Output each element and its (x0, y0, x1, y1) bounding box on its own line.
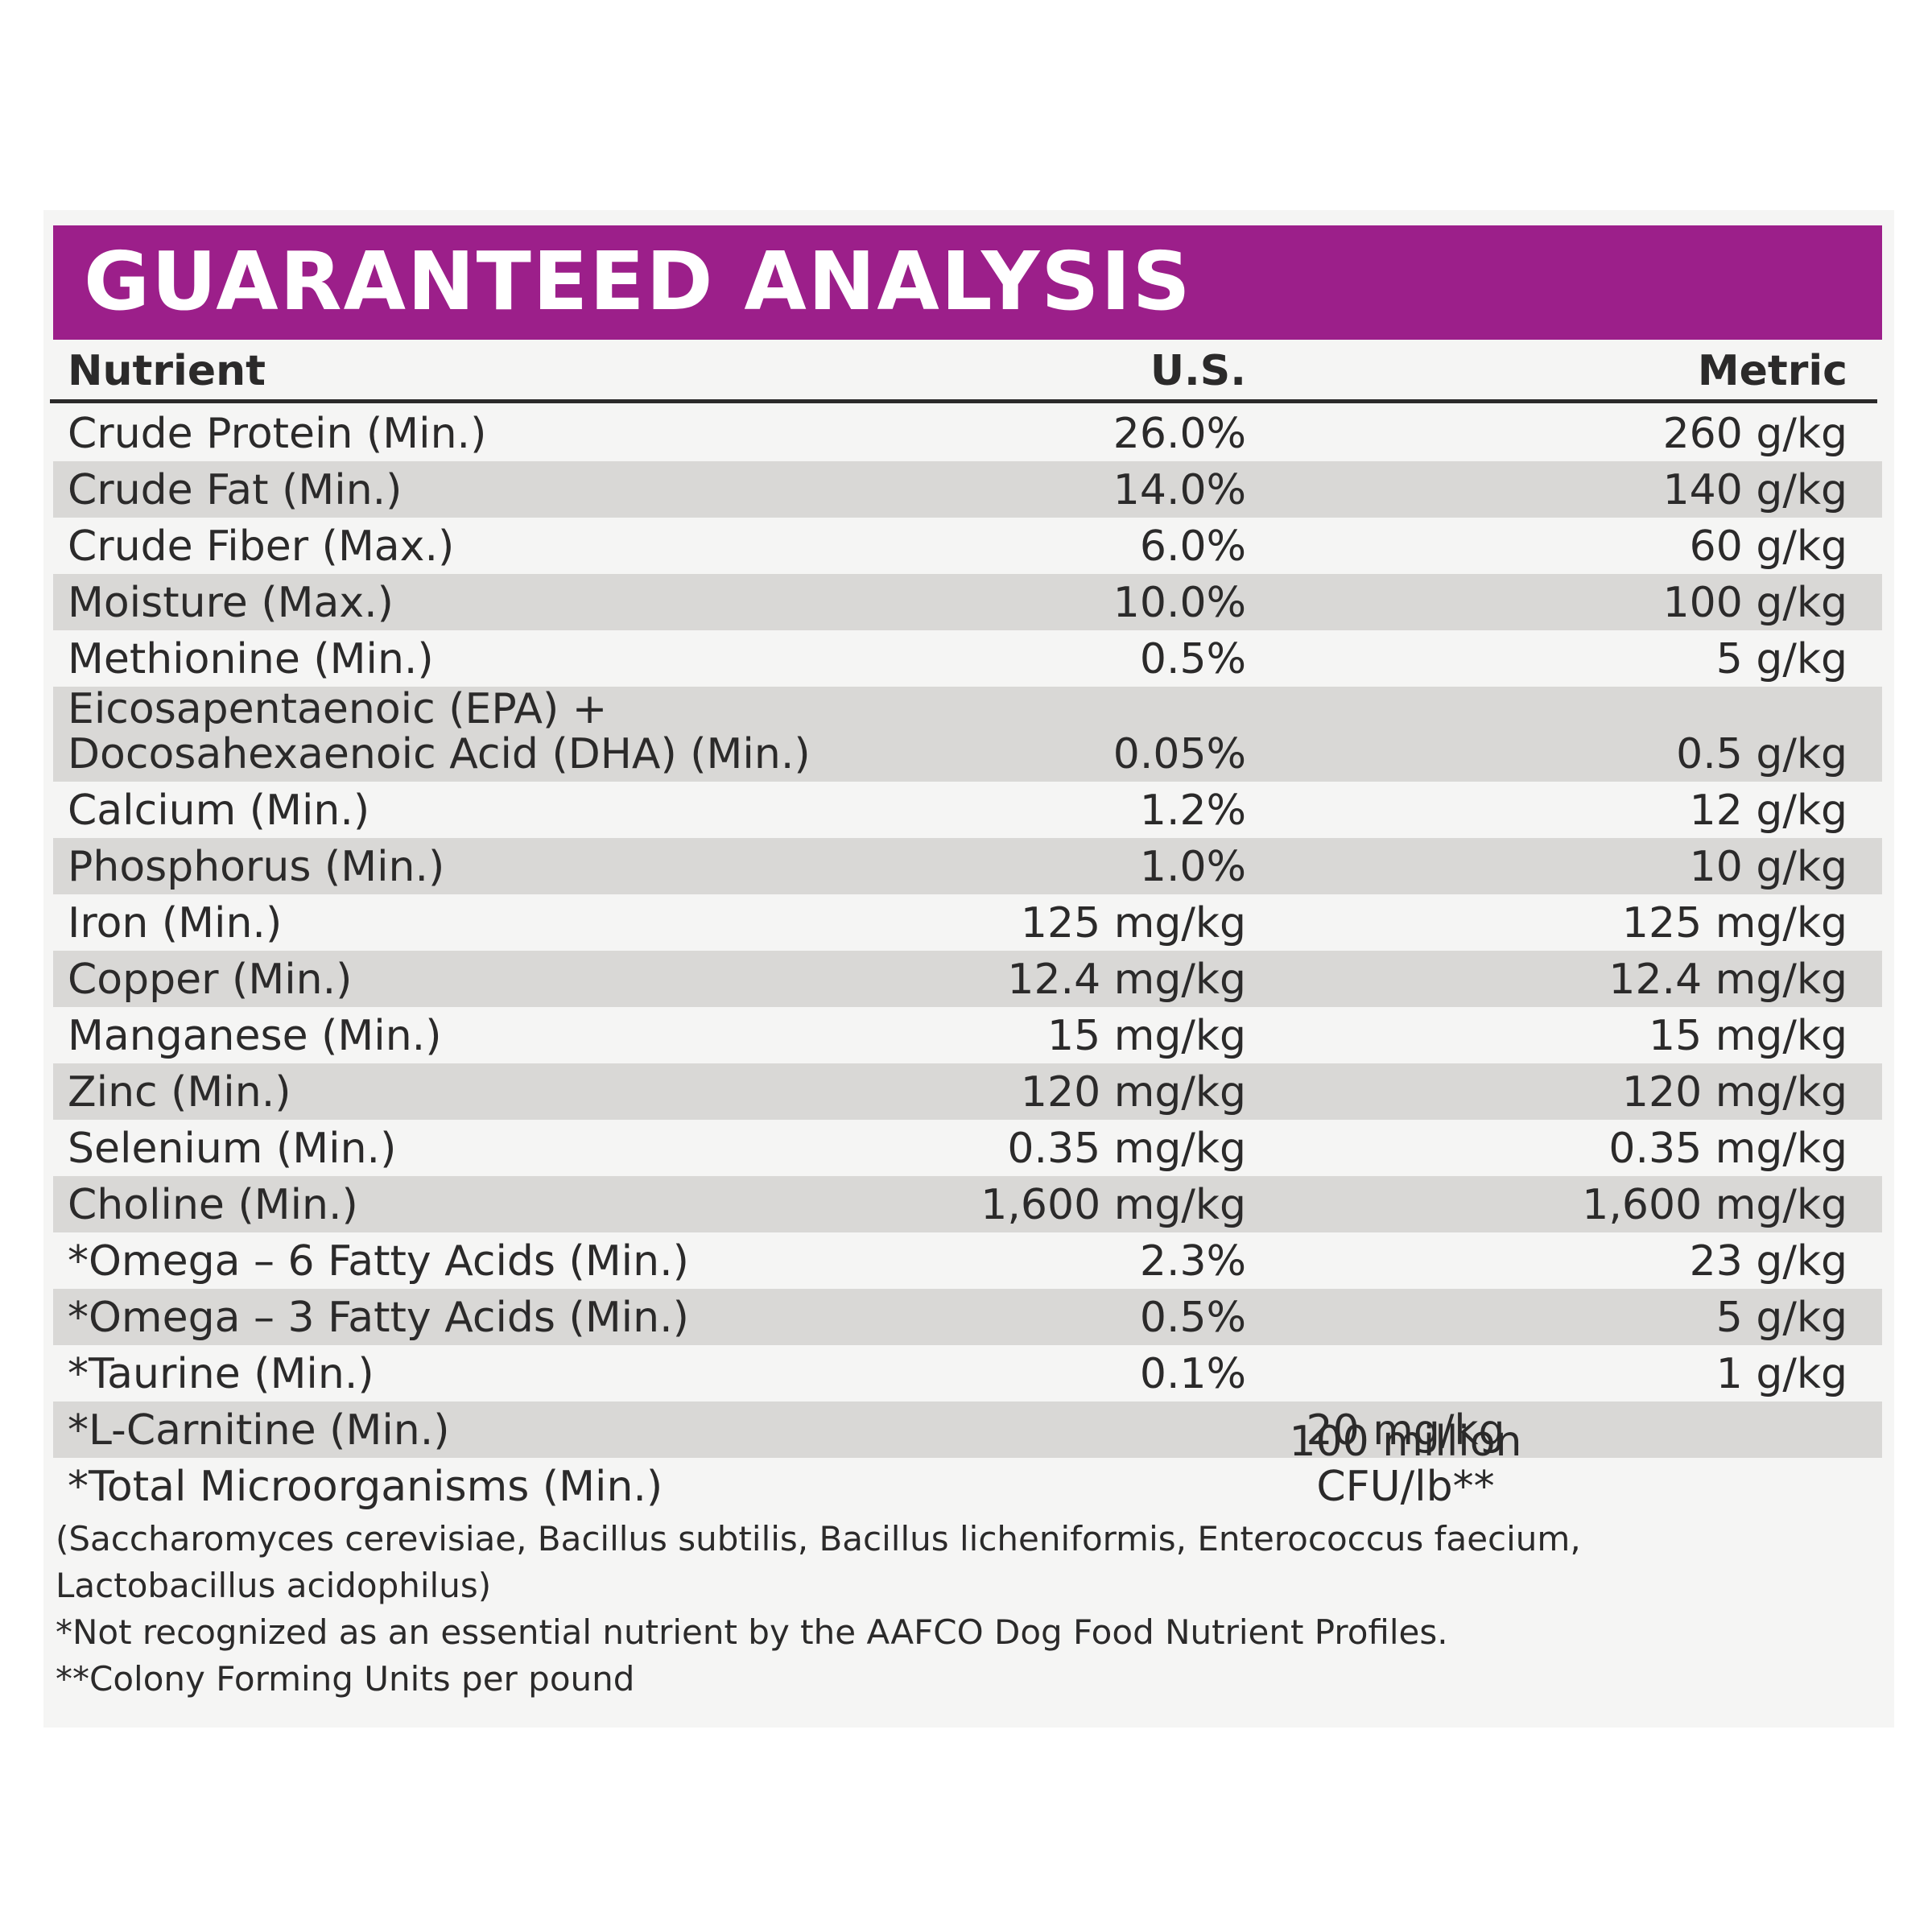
us-value: 15 mg/kg (1047, 1012, 1246, 1060)
us-value: 1,600 mg/kg (980, 1181, 1246, 1229)
table-row: *L-Carnitine (Min.) 20 mg/kg (53, 1402, 1882, 1458)
title: GUARANTEED ANALYSIS (84, 234, 1192, 328)
table-row: Methionine (Min.) 0.5% 5 g/kg (53, 630, 1882, 687)
table-row: Crude Fat (Min.) 14.0% 140 g/kg (53, 461, 1882, 518)
nutrient-name: *Total Microorganisms (Min.) (68, 1463, 663, 1511)
table-row: Zinc (Min.) 120 mg/kg 120 mg/kg (53, 1063, 1882, 1120)
header-cell: Metric (1697, 347, 1847, 395)
note: (Saccharomyces cerevisiae, Bacillus subt… (56, 1519, 1581, 1605)
us-value: 10.0% (1113, 579, 1246, 627)
table-row: Choline (Min.) 1,600 mg/kg 1,600 mg/kg (53, 1176, 1882, 1232)
nutrient-name: Selenium (Min.) (68, 1125, 397, 1173)
nutrient-name: Calcium (Min.) (68, 786, 370, 835)
metric-value: 120 mg/kg (1621, 1068, 1847, 1117)
us-value: 0.5% (1139, 635, 1246, 683)
metric-value: 0.35 mg/kg (1608, 1125, 1847, 1173)
nutrient-name: Iron (Min.) (68, 899, 283, 947)
us-value: 6.0% (1139, 522, 1246, 571)
nutrient-name: *L-Carnitine (Min.) (68, 1406, 450, 1455)
table-row: Calcium (Min.) 1.2% 12 g/kg (53, 782, 1882, 838)
table-row: Copper (Min.) 12.4 mg/kg 12.4 mg/kg (53, 951, 1882, 1007)
header-cell: Nutrient (68, 347, 266, 395)
table-row: *Total Microorganisms (Min.) 100 million … (53, 1419, 1882, 1514)
us-value: 0.05% (1113, 730, 1246, 778)
metric-value: 100 g/kg (1662, 579, 1847, 627)
us-value: 1.2% (1139, 786, 1246, 835)
metric-value: 140 g/kg (1662, 466, 1847, 514)
header-cell: U.S. (1150, 347, 1246, 395)
nutrient-name: *Omega – 3 Fatty Acids (Min.) (68, 1294, 689, 1342)
metric-value: 23 g/kg (1689, 1237, 1847, 1286)
nutrient-name: Eicosapentaenoic (EPA) + Docosahexaenoic… (68, 685, 811, 778)
metric-value: 12 g/kg (1689, 786, 1847, 835)
us-value: 0.35 mg/kg (1007, 1125, 1246, 1173)
table-row: Crude Protein (Min.) 26.0% 260 g/kg (53, 405, 1882, 461)
note: **Colony Forming Units per pound (56, 1659, 635, 1699)
metric-value: 10 g/kg (1689, 843, 1847, 891)
table-row: Eicosapentaenoic (EPA) + Docosahexaenoic… (53, 687, 1882, 782)
table-row: Moisture (Max.) 10.0% 100 g/kg (53, 574, 1882, 630)
table-row: Crude Fiber (Max.) 6.0% 60 g/kg (53, 518, 1882, 574)
us-value: 120 mg/kg (1020, 1068, 1246, 1117)
table-header: Nutrient U.S. Metric (53, 342, 1882, 398)
combined-value: 100 million CFU/lb** (1289, 1418, 1522, 1511)
table-row: *Taurine (Min.) 0.1% 1 g/kg (53, 1345, 1882, 1402)
note: *Not recognized as an essential nutrient… (56, 1612, 1448, 1652)
header-rule (50, 399, 1877, 403)
metric-value: 12.4 mg/kg (1608, 956, 1847, 1004)
nutrient-name: Manganese (Min.) (68, 1012, 442, 1060)
metric-value: 5 g/kg (1715, 635, 1847, 683)
us-value: 2.3% (1139, 1237, 1246, 1286)
us-value: 14.0% (1113, 466, 1246, 514)
nutrient-name: Crude Fiber (Max.) (68, 522, 455, 571)
table-body: Crude Protein (Min.) 26.0% 260 g/kg Crude F… (53, 405, 1882, 1514)
notes: (Saccharomyces cerevisiae, Bacillus subt… (56, 1516, 1770, 1703)
us-value: 1.0% (1139, 843, 1246, 891)
metric-value: 1,600 mg/kg (1582, 1181, 1847, 1229)
metric-value: 260 g/kg (1662, 410, 1847, 458)
us-value: 26.0% (1113, 410, 1246, 458)
us-value: 125 mg/kg (1020, 899, 1246, 947)
table-row: Manganese (Min.) 15 mg/kg 15 mg/kg (53, 1007, 1882, 1063)
nutrient-name: Copper (Min.) (68, 956, 353, 1004)
metric-value: 60 g/kg (1689, 522, 1847, 571)
nutrient-name: *Omega – 6 Fatty Acids (Min.) (68, 1237, 689, 1286)
nutrient-name: Phosphorus (Min.) (68, 843, 445, 891)
nutrient-name: Crude Protein (Min.) (68, 410, 487, 458)
table-row: *Omega – 6 Fatty Acids (Min.) 2.3% 23 g/kg (53, 1232, 1882, 1289)
table-row: Iron (Min.) 125 mg/kg 125 mg/kg (53, 894, 1882, 951)
table-row: Phosphorus (Min.) 1.0% 10 g/kg (53, 838, 1882, 894)
combined-value: 20 mg/kg (1306, 1406, 1505, 1455)
nutrient-name: Moisture (Max.) (68, 579, 394, 627)
nutrient-name: Crude Fat (Min.) (68, 466, 402, 514)
nutrient-name: *Taurine (Min.) (68, 1350, 374, 1398)
nutrient-name: Methionine (Min.) (68, 635, 434, 683)
metric-value: 0.5 g/kg (1676, 730, 1847, 778)
table-row: *Omega – 3 Fatty Acids (Min.) 0.5% 5 g/kg (53, 1289, 1882, 1345)
table-row: Selenium (Min.) 0.35 mg/kg 0.35 mg/kg (53, 1120, 1882, 1176)
title-bar (53, 225, 1882, 340)
us-value: 0.1% (1139, 1350, 1246, 1398)
metric-value: 1 g/kg (1715, 1350, 1847, 1398)
metric-value: 125 mg/kg (1621, 899, 1847, 947)
nutrient-name: Choline (Min.) (68, 1181, 358, 1229)
metric-value: 5 g/kg (1715, 1294, 1847, 1342)
us-value: 0.5% (1139, 1294, 1246, 1342)
us-value: 12.4 mg/kg (1007, 956, 1246, 1004)
metric-value: 15 mg/kg (1649, 1012, 1847, 1060)
nutrient-name: Zinc (Min.) (68, 1068, 291, 1117)
